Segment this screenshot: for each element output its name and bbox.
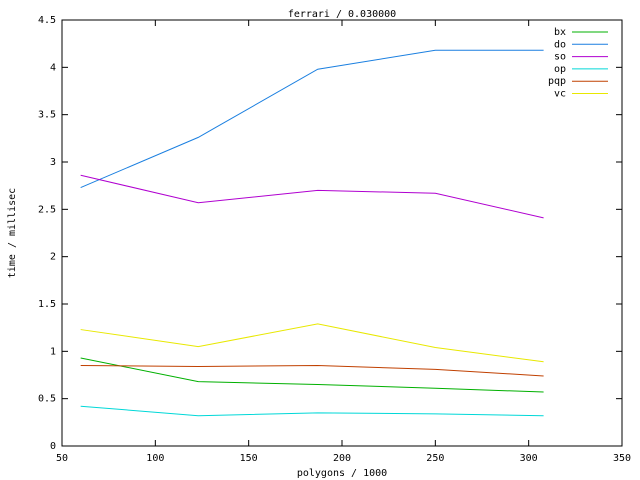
x-tick-label: 250 — [426, 453, 444, 464]
x-tick-label: 350 — [613, 453, 631, 464]
y-tick-label: 1.5 — [38, 299, 56, 310]
series-line — [80, 174, 544, 219]
y-tick-label: 3.5 — [38, 110, 56, 121]
y-tick-label: 4 — [50, 62, 56, 73]
x-tick-label: 300 — [520, 453, 538, 464]
legend-label: so — [554, 52, 566, 63]
legend-label: bx — [554, 27, 566, 38]
series-line — [80, 323, 544, 363]
x-tick-label: 200 — [333, 453, 351, 464]
y-tick-label: 0 — [50, 441, 56, 452]
x-tick-label: 150 — [240, 453, 258, 464]
legend-label: pqp — [548, 76, 566, 87]
series-line — [80, 405, 544, 417]
y-tick-label: 3 — [50, 157, 56, 168]
y-tick-label: 2.5 — [38, 204, 56, 215]
chart-title: ferrari / 0.030000 — [288, 9, 396, 20]
series-line — [80, 357, 544, 393]
series-line — [80, 365, 544, 377]
x-tick-label: 100 — [146, 453, 164, 464]
y-tick-label: 4.5 — [38, 15, 56, 26]
legend-label: op — [554, 64, 566, 75]
x-tick-label: 50 — [56, 453, 68, 464]
y-tick-label: 0.5 — [38, 394, 56, 405]
series-line — [80, 49, 544, 189]
legend-label: vc — [554, 89, 566, 100]
x-axis-label: polygons / 1000 — [297, 468, 387, 479]
legend-label: do — [554, 39, 566, 50]
y-tick-label: 1 — [50, 346, 56, 357]
y-tick-label: 2 — [50, 252, 56, 263]
y-axis-label: time / millisec — [7, 188, 18, 278]
